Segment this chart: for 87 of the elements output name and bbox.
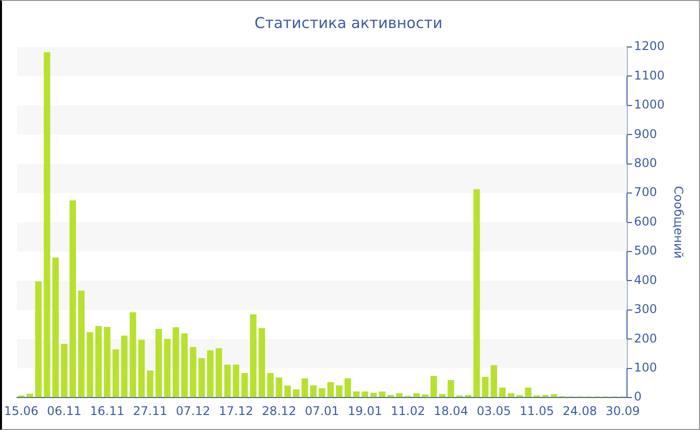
bar [44,52,50,398]
y-tick-label: 700 [634,185,657,200]
bar [232,364,240,398]
bar [224,364,231,398]
bar [241,373,248,398]
bar [121,336,128,398]
bar [448,380,454,398]
x-tick-label: 17.12 [218,404,254,418]
bar [181,333,188,398]
x-tick-label: 19.01 [348,404,382,418]
y-tick-label: 1200 [634,39,665,54]
x-tick-label: 15.06 [4,404,38,418]
bar [499,388,506,398]
bar [464,394,472,398]
bar [26,394,34,398]
bar [327,382,334,398]
bar [490,365,498,398]
y-tick-label: 400 [634,272,657,287]
bar [172,327,180,398]
bar [542,394,549,398]
bar [302,378,308,398]
bar [284,386,291,398]
bar [35,281,42,398]
y-tick-label: 1100 [634,68,665,82]
x-tick-label: 24.08 [562,404,597,418]
y-axis-title: Сообщений [672,186,686,259]
bar [388,394,394,398]
x-tick-label: 07.01 [304,404,340,418]
bar [60,344,68,398]
y-tick-label: 300 [634,302,657,316]
bar [439,394,446,398]
bar [413,393,420,398]
bar [258,328,266,398]
bar [362,391,368,398]
bar [370,392,377,398]
bar [207,350,214,398]
bar [138,340,145,398]
y-tick-label: 100 [634,360,657,375]
x-tick-label: 03.05 [476,404,512,418]
y-tick-label: 900 [634,126,657,141]
bar [216,348,222,398]
bar [164,338,171,398]
bar [378,391,386,398]
x-tick-label: 11.02 [390,404,426,418]
y-tick-label: 0 [634,390,642,404]
x-tick-label: 28.12 [262,404,296,418]
y-tick-label: 1000 [634,98,665,112]
bar [86,332,94,398]
bar [344,378,351,398]
bar [292,389,300,398]
bar [353,391,360,398]
bar [130,312,136,398]
bar [250,314,256,398]
bar [473,189,480,398]
bar [78,290,85,398]
bar [95,326,102,398]
bar [276,377,282,398]
bar [70,200,76,398]
bar [190,347,196,398]
bar [155,328,162,398]
bar [508,393,514,398]
x-tick-label: 27.11 [132,404,168,418]
bar [198,358,205,398]
x-tick-label: 30.09 [606,404,640,418]
y-tick-label: 600 [634,214,657,228]
x-tick-label: 18.04 [434,404,468,418]
bar [336,385,342,398]
bar [396,393,403,398]
bar [310,385,317,398]
y-tick-label: 500 [634,244,657,258]
bar [430,376,437,398]
bar [422,394,428,398]
bar [52,258,59,398]
bar [482,376,488,398]
x-tick-label: 11.05 [520,404,554,418]
bar [267,373,274,398]
x-tick-label: 07.12 [176,404,210,418]
bar [104,326,110,398]
chart-title: Статистика активности [254,14,442,32]
bar [146,370,154,398]
bar [112,349,119,398]
bar [550,394,558,398]
x-tick-label: 16.11 [90,404,124,418]
bar [525,388,532,398]
y-tick-label: 800 [634,156,657,170]
y-tick-label: 200 [634,331,657,346]
x-tick-label: 06.11 [47,404,82,418]
